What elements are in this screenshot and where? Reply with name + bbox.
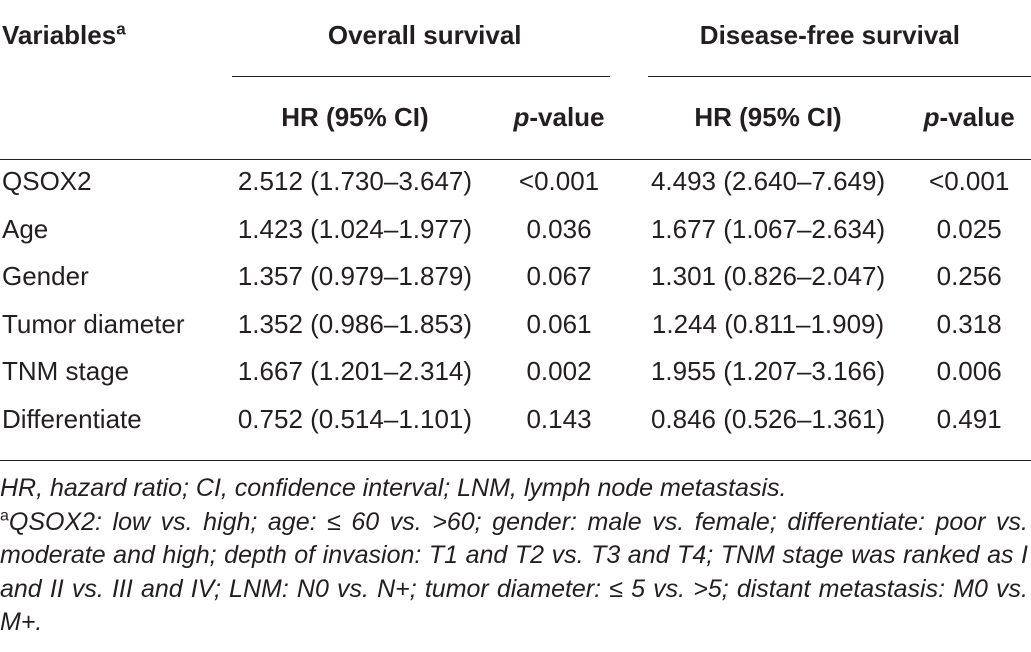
os-p-cell: 0.143 bbox=[526, 403, 592, 434]
variable-cell: Differentiate bbox=[2, 403, 142, 434]
dfs-p-cell: 0.006 bbox=[936, 356, 1002, 387]
os-p-cell: <0.001 bbox=[518, 166, 600, 197]
dfs-hr-cell: 0.846 (0.526–1.361) bbox=[650, 403, 886, 434]
group-header-row: Variablesa Overall survival Disease-free… bbox=[0, 0, 1031, 76]
os-hr-cell: 2.512 (1.730–3.647) bbox=[237, 166, 473, 197]
variables-footnote-marker: a bbox=[116, 19, 126, 39]
dfs-p-cell: <0.001 bbox=[929, 166, 1010, 197]
table-row: QSOX2 2.512 (1.730–3.647) <0.001 4.493 (… bbox=[0, 158, 1031, 206]
sub-header-row: HR (95% CI) p-value HR (95% CI) p-value bbox=[0, 76, 1031, 158]
os-hr-cell: 1.357 (0.979–1.879) bbox=[237, 261, 473, 292]
os-p-value-header: p-value bbox=[489, 76, 629, 158]
os-hr-cell: 1.352 (0.986–1.853) bbox=[237, 308, 473, 339]
dfs-hr-cell: 1.244 (0.811–1.909) bbox=[651, 308, 885, 339]
dfs-hr-cell: 1.677 (1.067–2.634) bbox=[650, 213, 886, 244]
dfs-p-cell: 0.491 bbox=[936, 403, 1002, 434]
table-body: QSOX2 2.512 (1.730–3.647) <0.001 4.493 (… bbox=[0, 158, 1031, 443]
variable-cell: TNM stage bbox=[2, 356, 130, 387]
dfs-p-cell: 0.025 bbox=[936, 213, 1002, 244]
table-row: Gender 1.357 (0.979–1.879) 0.067 1.301 (… bbox=[0, 253, 1031, 301]
os-p-letter: p bbox=[513, 101, 530, 132]
table-row: Tumor diameter 1.352 (0.986–1.853) 0.061… bbox=[0, 301, 1031, 349]
dfs-p-letter: p bbox=[923, 101, 940, 132]
dfs-hr-cell: 1.301 (0.826–2.047) bbox=[650, 261, 886, 292]
os-p-cell: 0.067 bbox=[526, 261, 592, 292]
disease-free-survival-rule bbox=[648, 76, 1031, 77]
dfs-p-cell: 0.318 bbox=[936, 308, 1002, 339]
dfs-hr-cell: 1.955 (1.207–3.166) bbox=[650, 356, 886, 387]
table-row: Age 1.423 (1.024–1.977) 0.036 1.677 (1.0… bbox=[0, 206, 1031, 254]
os-hr-header: HR (95% CI) bbox=[281, 101, 429, 132]
dfs-p-value-header: p-value bbox=[907, 76, 1031, 158]
dfs-p-suffix: -value bbox=[939, 101, 1015, 132]
overall-survival-header: Overall survival bbox=[327, 20, 522, 50]
variable-cell: Gender bbox=[2, 261, 89, 292]
table-footnotes: HR, hazard ratio; CI, confidence interva… bbox=[0, 472, 1028, 640]
os-hr-cell: 1.423 (1.024–1.977) bbox=[237, 213, 473, 244]
variables-header: Variablesa bbox=[0, 0, 221, 76]
definitions-text: QSOX2: low vs. high; age: ≤ 60 vs. >60; … bbox=[0, 507, 1028, 637]
variable-cell: Tumor diameter bbox=[2, 308, 185, 339]
variable-cell: QSOX2 bbox=[2, 166, 92, 197]
variable-cell: Age bbox=[2, 213, 49, 244]
os-p-cell: 0.036 bbox=[526, 213, 592, 244]
header-bottom-rule bbox=[0, 159, 1031, 160]
variables-label: Variables bbox=[2, 20, 117, 50]
table-bottom-rule bbox=[0, 460, 1031, 461]
os-p-cell: 0.061 bbox=[526, 308, 592, 339]
os-p-cell: 0.002 bbox=[526, 356, 592, 387]
overall-survival-rule bbox=[232, 76, 610, 77]
dfs-hr-header: HR (95% CI) bbox=[694, 101, 842, 132]
results-table: Variablesa Overall survival Disease-free… bbox=[0, 0, 1031, 443]
disease-free-survival-header: Disease-free survival bbox=[699, 20, 960, 50]
dfs-hr-cell: 4.493 (2.640–7.649) bbox=[650, 166, 886, 197]
empty-sub-header bbox=[0, 76, 221, 158]
footnote-marker: a bbox=[0, 507, 9, 525]
os-hr-cell: 1.667 (1.201–2.314) bbox=[237, 356, 473, 387]
definitions-footnote: aQSOX2: low vs. high; age: ≤ 60 vs. >60;… bbox=[0, 506, 1028, 640]
os-p-suffix: -value bbox=[529, 101, 605, 132]
os-hr-cell: 0.752 (0.514–1.101) bbox=[237, 403, 473, 434]
table-row: Differentiate 0.752 (0.514–1.101) 0.143 … bbox=[0, 396, 1031, 444]
table-row: TNM stage 1.667 (1.201–2.314) 0.002 1.95… bbox=[0, 348, 1031, 396]
dfs-p-cell: 0.256 bbox=[936, 261, 1002, 292]
abbreviations-footnote: HR, hazard ratio; CI, confidence interva… bbox=[0, 474, 787, 502]
